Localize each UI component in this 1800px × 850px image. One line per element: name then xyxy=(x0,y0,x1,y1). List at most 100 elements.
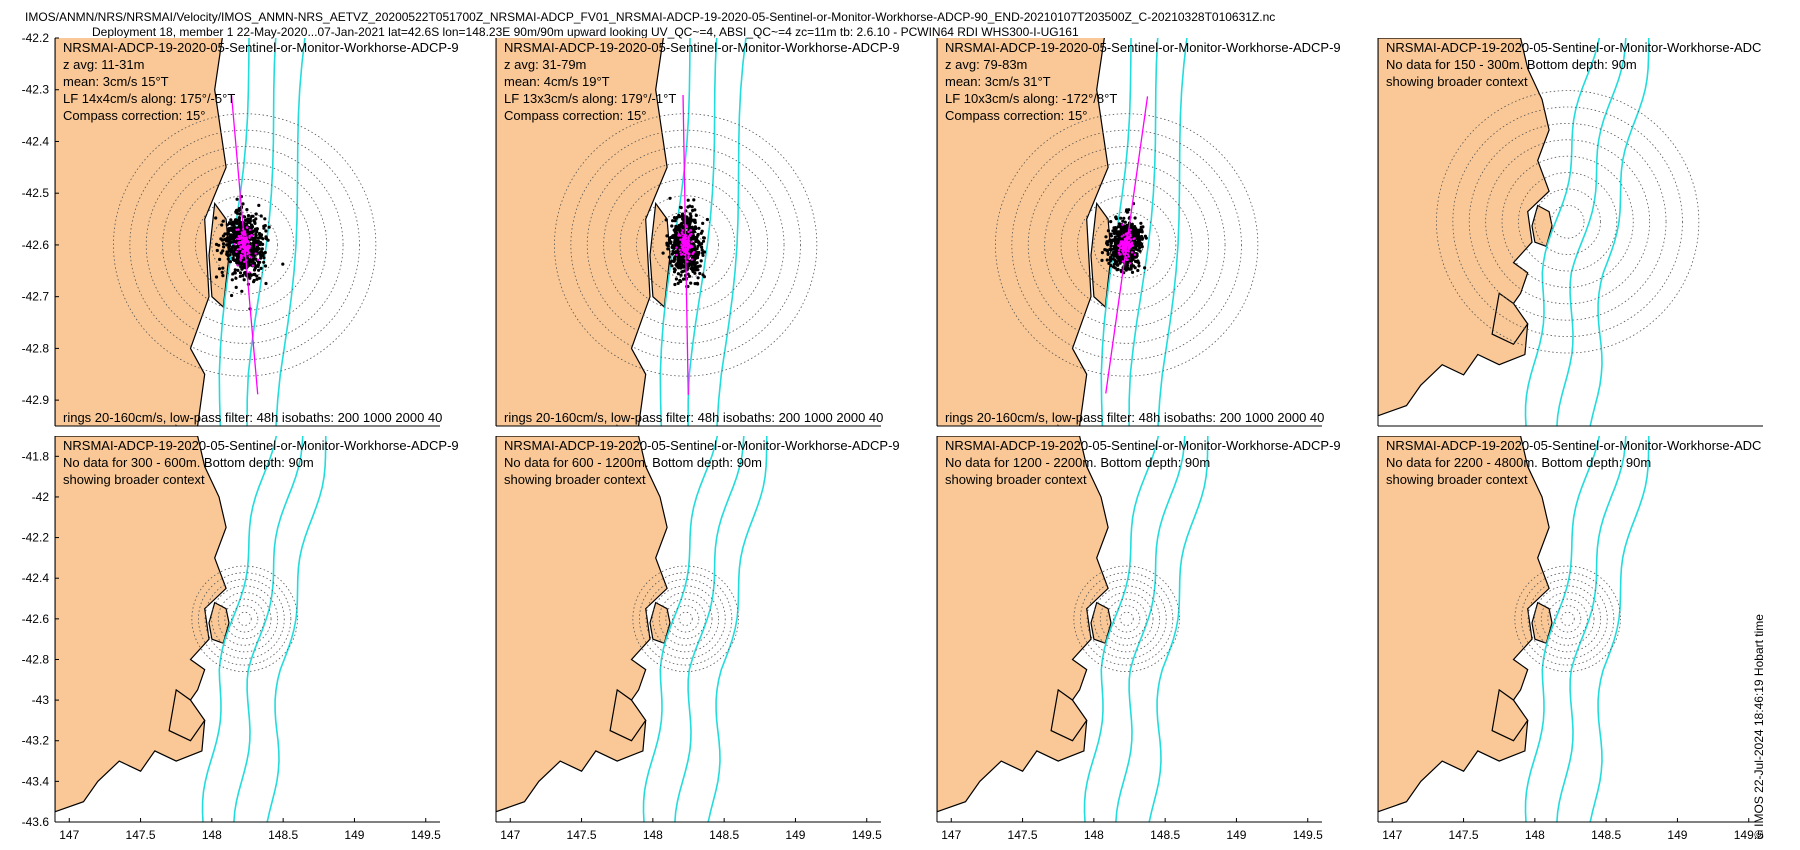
velocity-ring xyxy=(639,572,733,666)
low-pass-point xyxy=(241,250,245,253)
low-pass-point xyxy=(678,248,681,251)
tasmania-land xyxy=(937,38,1109,426)
velocity-point xyxy=(231,233,236,237)
velocity-point xyxy=(225,252,229,256)
velocity-point xyxy=(253,228,257,232)
velocity-point xyxy=(237,216,241,220)
velocity-point xyxy=(225,223,229,227)
velocity-point xyxy=(214,216,218,220)
low-pass-point xyxy=(1128,247,1131,250)
velocity-point xyxy=(702,250,707,254)
velocity-ring xyxy=(1093,211,1160,279)
panel-1: -42.2 -42.3 -42.4 -42.5 -42.6 -42.7 -42.8 -42.9… xyxy=(22,31,459,427)
velocity-point xyxy=(691,269,695,274)
velocity-ring xyxy=(1550,204,1585,239)
velocity-point xyxy=(676,272,681,276)
low-pass-point xyxy=(246,226,249,229)
velocity-point xyxy=(1118,237,1122,241)
y-tick-label: -43 xyxy=(32,693,50,707)
velocity-point xyxy=(1110,253,1114,257)
panel-info-line: showing broader context xyxy=(1386,74,1528,89)
velocity-point xyxy=(673,257,677,261)
velocity-ring xyxy=(1119,611,1134,626)
velocity-point xyxy=(221,238,225,242)
low-pass-point xyxy=(1128,237,1131,240)
velocity-point xyxy=(1105,258,1109,262)
low-pass-point xyxy=(1120,243,1124,246)
low-pass-point xyxy=(1119,240,1123,243)
low-pass-point xyxy=(1121,249,1124,253)
panel-info-line: showing broader context xyxy=(945,472,1087,487)
velocity-point xyxy=(252,241,257,245)
panel-2: NRSMAI-ADCP-19-2020-05-Sentinel-or-Monit… xyxy=(495,38,900,427)
tasmania-land xyxy=(937,436,1109,813)
panel-info-line: No data for 600 - 1200m. Bottom depth: 9… xyxy=(504,455,762,470)
isobath-line xyxy=(246,38,277,426)
velocity-ring xyxy=(1093,585,1161,653)
tasman-peninsula xyxy=(609,688,647,742)
velocity-point xyxy=(222,245,226,249)
velocity-point xyxy=(263,264,268,268)
low-pass-point xyxy=(1129,228,1132,232)
velocity-point xyxy=(673,240,678,245)
velocity-point xyxy=(229,233,233,237)
panel-4: NRSMAI-ADCP-19-2020-05-Sentinel-or-Monit… xyxy=(1377,38,1763,427)
tasman-peninsula xyxy=(1491,292,1529,346)
velocity-ring xyxy=(1485,139,1651,305)
low-pass-point xyxy=(1132,237,1135,241)
velocity-point xyxy=(1122,216,1126,220)
velocity-point xyxy=(221,242,226,246)
velocity-ring xyxy=(1106,598,1147,640)
low-pass-point xyxy=(686,251,689,255)
low-pass-point xyxy=(247,250,250,253)
isobath-line xyxy=(642,436,719,822)
velocity-point xyxy=(261,254,265,258)
velocity-point xyxy=(238,221,242,225)
velocity-point xyxy=(1123,220,1127,224)
velocity-point xyxy=(1116,234,1121,238)
velocity-point xyxy=(1107,261,1111,265)
isobath-line xyxy=(1157,38,1188,426)
y-tick-label: -43.4 xyxy=(22,774,50,788)
velocity-point xyxy=(246,217,250,221)
low-pass-point xyxy=(254,252,257,255)
velocity-point xyxy=(670,264,674,268)
velocity-point xyxy=(1141,225,1145,229)
velocity-point xyxy=(1136,234,1141,238)
velocity-point xyxy=(689,281,693,285)
velocity-point xyxy=(1116,225,1121,229)
velocity-point xyxy=(1128,258,1132,262)
velocity-ring xyxy=(632,565,739,673)
velocity-ring xyxy=(113,113,377,377)
velocity-point xyxy=(668,261,672,265)
panel-footer: rings 20-160cm/s, low-pass filter: 48h i… xyxy=(504,410,883,425)
velocity-ring xyxy=(1452,106,1683,337)
velocity-point xyxy=(673,282,677,287)
velocity-point xyxy=(701,239,706,243)
velocity-point xyxy=(250,244,254,248)
velocity-point xyxy=(257,232,261,236)
velocity-point xyxy=(664,218,668,222)
velocity-point xyxy=(234,285,238,289)
velocity-point xyxy=(680,262,684,266)
velocity-point xyxy=(692,198,696,202)
velocity-point xyxy=(1112,262,1116,266)
panel-8: 147 147.5 148 148.5 149 149.5 NRSMAI-ADCP-19-2… xyxy=(1377,436,1764,842)
velocity-point xyxy=(702,236,706,240)
tasman-peninsula xyxy=(168,688,206,742)
velocity-point xyxy=(259,256,263,260)
panel-info-line: z avg: 11-31m xyxy=(63,57,144,72)
velocity-point xyxy=(694,226,698,231)
velocity-point xyxy=(1137,241,1141,245)
x-tick-label: 148 xyxy=(643,828,663,842)
low-pass-point xyxy=(237,248,240,251)
isobath-line xyxy=(1148,436,1209,822)
velocity-point xyxy=(674,277,679,281)
velocity-point xyxy=(1136,268,1140,273)
velocity-point xyxy=(698,243,702,247)
x-tick-label: 147.5 xyxy=(126,828,156,842)
velocity-ring xyxy=(554,113,818,377)
velocity-point xyxy=(234,218,238,222)
velocity-point xyxy=(676,256,681,260)
